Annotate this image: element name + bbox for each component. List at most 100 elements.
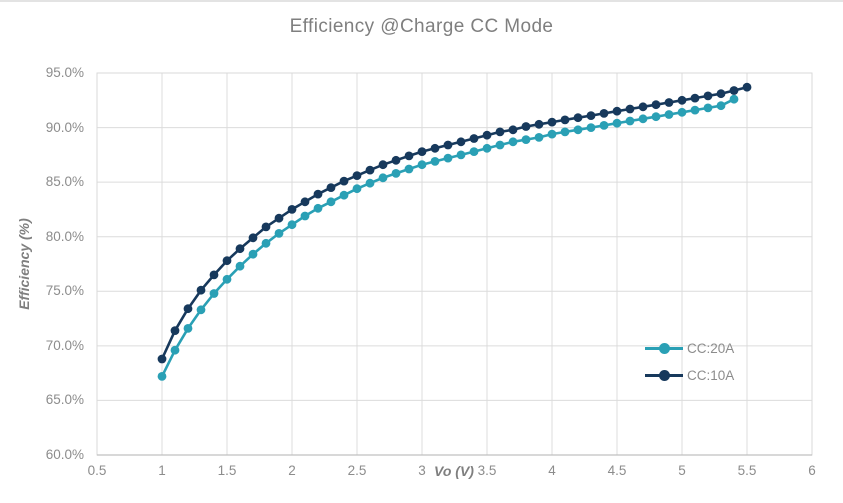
data-point-CC:20A [248,249,258,259]
data-point-CC:20A [547,129,557,139]
data-point-CC:20A [573,125,583,135]
data-point-CC:10A [586,111,596,120]
data-point-CC:10A [508,125,518,135]
x-tick-label: 5.5 [737,463,757,478]
data-point-CC:10A [352,171,362,181]
data-point-CC:20A [352,184,362,194]
data-point-CC:20A [157,372,167,381]
data-point-CC:20A [378,173,388,183]
data-point-CC:20A [716,101,726,111]
data-point-CC:20A [534,133,544,142]
data-point-CC:10A [547,117,557,127]
data-point-CC:10A [196,285,206,295]
data-point-CC:10A [339,176,349,186]
data-point-CC:20A [651,112,661,122]
y-tick-label: 95.0% [45,65,84,80]
data-point-CC:10A [612,106,622,116]
data-point-CC:20A [404,164,414,174]
legend-item-cc20a[interactable]: CC:20A [645,335,734,362]
y-tick-label: 80.0% [45,228,84,244]
data-point-CC:20A [586,123,596,132]
x-tick-label: 1 [158,463,166,478]
data-point-CC:20A [677,107,687,117]
data-point-CC:10A [170,326,180,335]
data-point-CC:20A [703,103,713,113]
data-point-CC:10A [729,86,739,95]
data-point-CC:10A [261,222,271,232]
x-tick-label: 3 [418,463,426,478]
data-point-CC:20A [690,105,700,115]
y-tick-label: 75.0% [45,283,84,299]
data-point-CC:10A [560,115,570,125]
legend-item-cc10a[interactable]: CC:10A [645,362,734,389]
data-point-CC:10A [651,100,661,110]
y-tick-label: 70.0% [45,337,84,353]
data-point-CC:20A [430,157,440,166]
x-tick-label: 5 [678,463,686,478]
data-point-CC:20A [300,211,310,221]
data-point-CC:10A [534,119,544,129]
data-point-CC:20A [339,190,349,200]
data-point-CC:10A [495,127,505,137]
data-point-CC:20A [638,114,648,124]
data-point-CC:20A [482,143,492,153]
data-point-CC:10A [573,113,583,123]
data-point-CC:20A [729,94,739,104]
data-point-CC:20A [625,116,635,126]
data-point-CC:20A [456,150,466,160]
data-point-CC:10A [300,197,310,207]
data-point-CC:10A [183,304,193,314]
data-point-CC:10A [677,95,687,105]
data-point-CC:10A [443,140,453,150]
y-tick-label: 85.0% [45,174,84,190]
data-point-CC:20A [274,229,284,238]
x-tick-label: 2 [288,463,296,478]
data-point-CC:10A [417,147,427,157]
data-point-CC:10A [469,134,479,143]
data-point-CC:10A [235,244,245,254]
legend-label-cc10a: CC:10A [687,368,735,383]
x-tick-label: 1.5 [217,463,237,478]
x-axis-title: Vo (V) [430,463,478,479]
series-line-CC:10A [160,85,748,360]
x-tick-label: 0.5 [87,463,107,478]
data-point-CC:20A [443,153,453,163]
x-tick-label: 3.5 [477,463,497,478]
data-point-CC:10A [456,137,466,147]
data-point-CC:20A [599,121,609,130]
data-point-CC:10A [313,189,323,199]
data-point-CC:10A [638,102,648,112]
data-point-CC:20A [196,305,206,315]
legend: CC:20A CC:10A [645,335,734,389]
data-point-CC:20A [170,345,180,355]
data-point-CC:10A [599,109,609,118]
x-tick-label: 4 [548,463,556,478]
chart-title: Efficiency @Charge CC Mode [289,16,554,37]
legend-label-cc20a: CC:20A [687,341,735,356]
data-point-CC:10A [664,98,674,107]
data-point-CC:10A [482,130,492,140]
data-point-CC:10A [378,160,388,170]
data-point-CC:20A [287,220,297,230]
x-tick-label: 2.5 [347,463,367,478]
data-point-CC:20A [326,197,336,207]
data-point-CC:20A [235,261,245,271]
y-tick-label: 60.0% [45,447,84,462]
data-point-CC:10A [326,183,336,193]
data-point-CC:20A [508,137,518,147]
data-point-CC:20A [612,118,622,128]
data-point-CC:10A [287,205,297,214]
data-point-CC:20A [261,238,271,248]
data-point-CC:20A [209,289,219,298]
data-point-CC:10A [391,155,401,165]
data-point-CC:20A [560,127,570,137]
data-point-CC:10A [703,91,713,101]
data-point-CC:20A [469,147,479,157]
data-point-CC:20A [365,178,375,188]
y-axis-title: Efficiency (%) [16,218,32,310]
data-point-CC:10A [625,104,635,114]
legend-swatch-cc20a [645,343,683,354]
data-point-CC:20A [495,140,505,150]
